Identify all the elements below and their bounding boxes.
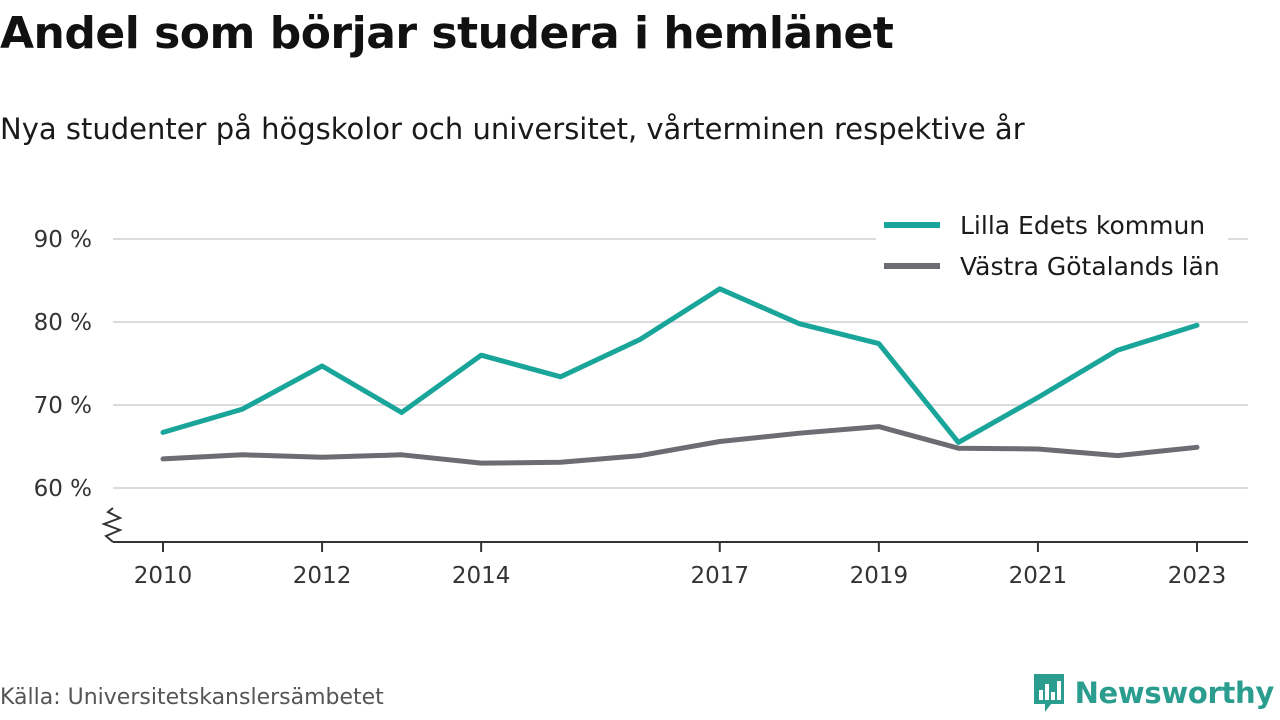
x-tick-label: 2023: [1168, 563, 1227, 589]
newsworthy-logo-icon: [1033, 674, 1064, 712]
x-tick-label: 2010: [134, 563, 193, 589]
y-tick-label: 60 %: [34, 476, 92, 502]
source-note: Källa: Universitetskanslersämbetet: [0, 685, 384, 710]
axis-break-icon: [101, 507, 123, 543]
y-tick-label: 90 %: [34, 227, 92, 253]
line-chart: 60 % 70 % 80 % 90 % 2010 2012 2014 2017 2019 2021…: [33, 202, 1248, 589]
legend-label: Västra Götalands län: [960, 252, 1220, 281]
series-line-lilla-edet: [160, 286, 1200, 445]
legend-background: [876, 202, 1228, 288]
x-tick-label: 2017: [690, 563, 749, 589]
series-line-vastra-gotaland: [160, 424, 1200, 466]
x-tick-label: 2021: [1009, 563, 1068, 589]
y-tick-label: 80 %: [34, 310, 92, 336]
chart-title: Andel som börjar studera i hemlänet: [0, 8, 894, 59]
brand-logo[interactable]: Newsworthy: [1031, 672, 1274, 714]
y-tick-label: 70 %: [34, 393, 92, 419]
x-tick-label: 2014: [452, 563, 511, 589]
brand-name: Newsworthy: [1074, 676, 1275, 710]
chart-subtitle: Nya studenter på högskolor och universit…: [0, 112, 1025, 146]
x-tick-label: 2012: [293, 563, 352, 589]
legend-label: Lilla Edets kommun: [960, 211, 1205, 240]
x-tick-label: 2019: [850, 563, 909, 589]
